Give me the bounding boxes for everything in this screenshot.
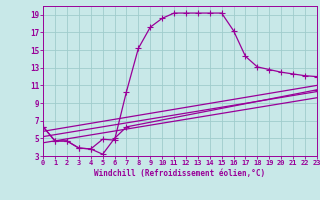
X-axis label: Windchill (Refroidissement éolien,°C): Windchill (Refroidissement éolien,°C) [94,169,266,178]
